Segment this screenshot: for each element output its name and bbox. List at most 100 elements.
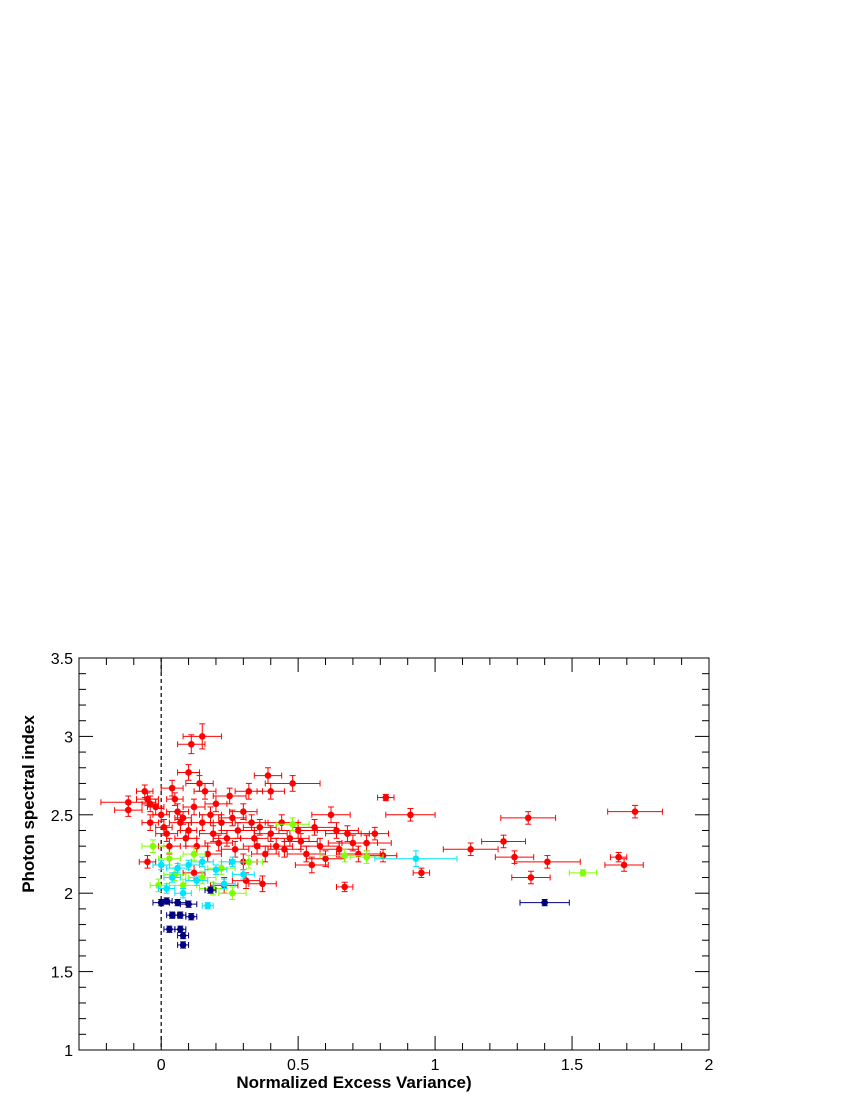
- data-point: [163, 872, 181, 883]
- data-marker: [289, 820, 296, 828]
- data-marker: [264, 772, 272, 779]
- data-marker: [166, 842, 173, 850]
- data-marker: [185, 769, 192, 776]
- data-marker: [289, 780, 296, 787]
- data-marker: [188, 740, 195, 748]
- data-series: [152, 850, 458, 910]
- data-point: [182, 798, 206, 816]
- data-marker: [212, 866, 220, 873]
- data-marker: [166, 855, 173, 863]
- y-tick-label: 3.5: [51, 651, 73, 668]
- x-tick-label: 2: [705, 1057, 714, 1074]
- data-point: [314, 822, 359, 839]
- data-marker: [196, 780, 203, 787]
- data-point: [141, 839, 165, 853]
- data-marker: [308, 861, 316, 869]
- data-marker: [341, 852, 348, 859]
- data-marker: [174, 899, 181, 906]
- data-marker: [146, 800, 154, 808]
- data-marker: [185, 900, 192, 908]
- data-marker: [198, 733, 206, 740]
- data-marker: [204, 902, 212, 910]
- data-point: [212, 878, 236, 889]
- data-marker: [163, 830, 170, 837]
- data-marker: [327, 811, 335, 819]
- data-marker: [185, 861, 192, 869]
- data-point: [185, 837, 209, 855]
- data-marker: [267, 787, 275, 795]
- data-marker: [511, 853, 518, 861]
- data-marker: [166, 925, 173, 933]
- data-series: [152, 886, 570, 949]
- data-marker: [467, 845, 474, 853]
- data-marker: [157, 861, 165, 869]
- data-point: [185, 913, 198, 921]
- data-point: [179, 822, 198, 839]
- data-marker: [125, 806, 132, 814]
- y-tick-label: 1.5: [51, 965, 73, 982]
- y-tick-label: 2.5: [51, 808, 73, 825]
- data-point: [270, 829, 310, 847]
- data-marker: [267, 830, 275, 837]
- data-point: [152, 808, 170, 822]
- data-marker: [341, 883, 348, 891]
- data-point: [185, 775, 214, 792]
- y-tick-label: 2: [64, 886, 73, 903]
- data-point: [204, 886, 217, 894]
- data-marker: [253, 842, 261, 850]
- data-marker: [286, 835, 294, 842]
- data-point: [174, 811, 192, 825]
- data-point: [185, 875, 209, 886]
- data-point: [160, 897, 173, 905]
- data-marker: [620, 861, 628, 869]
- data-point: [319, 848, 370, 863]
- data-point: [253, 767, 283, 784]
- data-marker: [185, 827, 192, 834]
- ticks-layer: 0 0.5 1 1.5 2 1 1.5 2 2.5 3 3.5: [51, 651, 714, 1074]
- data-marker: [177, 911, 184, 919]
- data-point: [234, 855, 264, 869]
- data-marker: [223, 835, 231, 842]
- data-point: [377, 793, 395, 802]
- data-marker: [198, 819, 206, 826]
- data-marker: [500, 838, 507, 845]
- data-point: [319, 840, 359, 858]
- data-point: [325, 825, 370, 842]
- data-marker: [226, 792, 233, 800]
- data-point: [349, 850, 384, 864]
- data-marker: [171, 795, 179, 803]
- data-marker: [407, 811, 414, 819]
- data-marker: [272, 842, 280, 850]
- data-point: [267, 840, 302, 858]
- data-marker: [212, 800, 220, 808]
- data-point: [294, 856, 329, 874]
- x-axis-title: Normalized Excess Variance): [236, 1073, 471, 1092]
- x-tick-label: 1.5: [561, 1057, 583, 1074]
- data-marker: [174, 808, 181, 815]
- data-marker: [344, 830, 351, 837]
- data-marker: [527, 874, 535, 881]
- data-point: [494, 850, 535, 864]
- data-point: [283, 833, 318, 850]
- x-tick-label: 0: [157, 1057, 166, 1074]
- data-point: [174, 911, 187, 919]
- data-marker: [229, 889, 236, 897]
- data-point: [138, 855, 157, 869]
- data-marker: [146, 819, 154, 826]
- data-point: [278, 822, 318, 839]
- data-point: [311, 806, 351, 824]
- data-marker: [333, 827, 340, 834]
- data-point: [166, 792, 184, 806]
- data-point: [568, 869, 598, 877]
- data-point: [412, 867, 431, 879]
- data-marker: [168, 874, 176, 881]
- data-point: [335, 881, 354, 893]
- data-point: [218, 809, 247, 827]
- plot-frame: [78, 657, 710, 1051]
- data-marker: [207, 811, 214, 819]
- data-marker: [363, 853, 370, 861]
- data-point: [152, 859, 170, 871]
- data-point: [481, 834, 526, 849]
- data-marker: [204, 850, 212, 858]
- data-point: [220, 840, 250, 858]
